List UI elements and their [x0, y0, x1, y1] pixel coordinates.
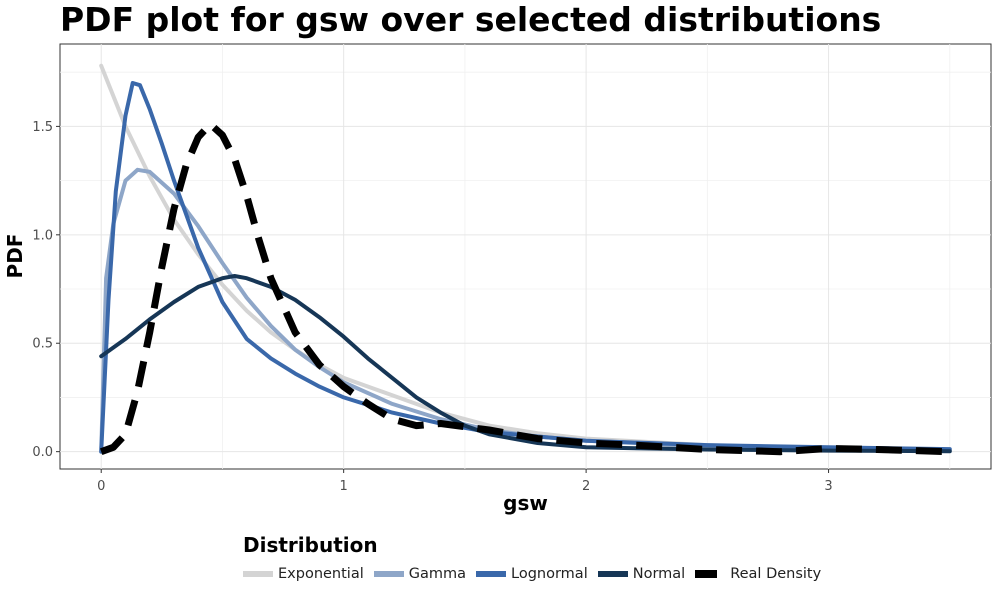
chart-title: PDF plot for gsw over selected distribut… [60, 0, 882, 39]
legend-label: Normal [632, 566, 686, 582]
x-axis-label: gsw [503, 491, 548, 515]
legend-item-real-density: Real Density [695, 566, 821, 582]
legend-label: Lognormal [511, 566, 588, 582]
legend-item-normal: Normal [597, 566, 686, 582]
real-density-series-line [100, 120, 950, 456]
legend-key-lognormal [476, 571, 507, 577]
series-layer [99, 63, 952, 456]
y-tick-label: 0.5 [32, 337, 53, 352]
y-tick-label: 1.0 [32, 228, 53, 243]
legend-item-gamma: Gamma [373, 566, 467, 582]
x-tick-label: 0 [97, 479, 105, 494]
x-tick-label: 1 [340, 479, 348, 494]
plot-panel [59, 43, 992, 470]
legend-item-exponential: Exponential [243, 566, 364, 582]
legend-label: Exponential [278, 566, 364, 582]
legend: Exponential Gamma Lognormal Normal Real Dens… [243, 564, 831, 584]
axis-layer: 0 1 2 3 0.0 0.5 1.0 1.5 [32, 120, 832, 494]
legend-key-gamma [373, 571, 404, 577]
legend-key-real-density [695, 570, 718, 578]
y-tick-label: 0.0 [32, 445, 53, 460]
legend-label: Gamma [408, 566, 467, 582]
legend-item-lognormal: Lognormal [476, 566, 588, 582]
legend-key-exponential [243, 571, 273, 577]
legend-key-normal [597, 571, 628, 577]
legend-label: Real Density [730, 566, 822, 582]
x-tick-label: 2 [582, 479, 590, 494]
x-tick-label: 3 [824, 479, 832, 494]
y-tick-label: 1.5 [32, 120, 53, 135]
legend-title: Distribution [243, 533, 378, 557]
y-axis-label: PDF [3, 234, 27, 279]
normal-series-line [99, 274, 952, 454]
lognormal-series-line [99, 81, 952, 454]
